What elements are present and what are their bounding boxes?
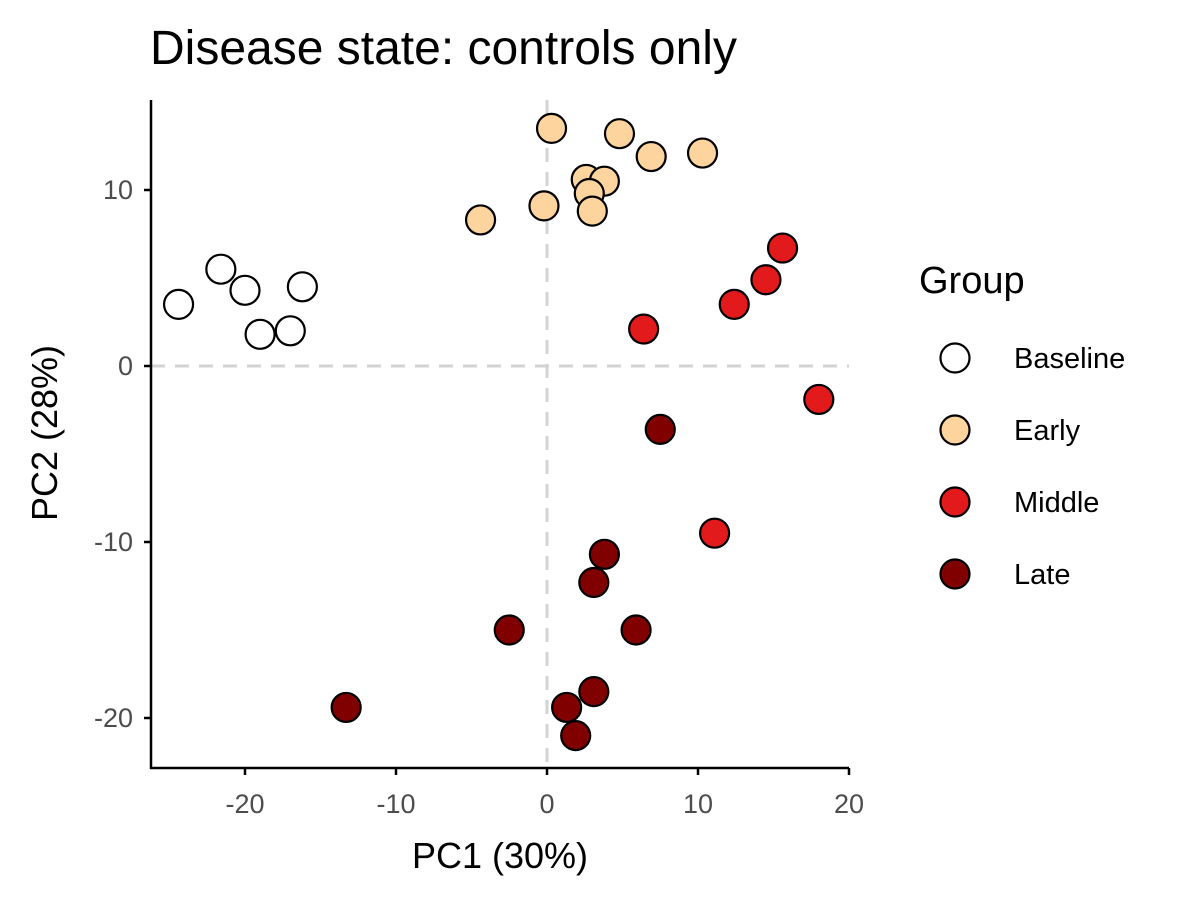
point-middle xyxy=(750,264,782,296)
legend: Baseline Early Middle Late xyxy=(939,342,1125,591)
point-late xyxy=(644,413,676,445)
point-late xyxy=(330,691,362,724)
x-tick-label: -10 xyxy=(376,789,415,819)
point-baseline xyxy=(229,274,261,306)
legend-label-baseline: Baseline xyxy=(1014,343,1125,375)
point-middle xyxy=(803,383,835,416)
legend-key-late xyxy=(939,558,971,590)
point-late xyxy=(578,675,610,708)
y-tick-label: 0 xyxy=(118,351,133,381)
legend-key-baseline xyxy=(939,342,971,374)
point-early xyxy=(576,195,608,227)
x-tick-label: 20 xyxy=(834,789,864,819)
point-early xyxy=(528,190,560,222)
point-early xyxy=(686,137,719,169)
axes: -20 -10 0 10 20 -20 -10 0 10 xyxy=(94,100,864,819)
legend-key-middle xyxy=(939,486,971,518)
point-late xyxy=(578,566,610,599)
point-early xyxy=(603,118,636,150)
x-tick-label: -20 xyxy=(225,789,264,819)
y-axis-title: PC2 (28%) xyxy=(24,345,65,521)
legend-label-late: Late xyxy=(1014,559,1070,591)
x-tick-label: 10 xyxy=(683,789,713,819)
point-early xyxy=(535,112,568,144)
point-baseline xyxy=(162,288,195,320)
point-middle xyxy=(766,232,799,264)
point-late xyxy=(560,719,592,752)
plot-area xyxy=(151,100,849,768)
point-baseline xyxy=(286,271,318,303)
y-tick-label: 10 xyxy=(103,175,133,205)
point-late xyxy=(493,614,525,646)
x-tick-label: 0 xyxy=(539,789,554,819)
x-axis-title: PC1 (30%) xyxy=(412,835,588,876)
legend-label-early: Early xyxy=(1014,415,1081,447)
point-middle xyxy=(628,313,660,345)
point-baseline xyxy=(205,253,237,285)
legend-title: Group xyxy=(919,260,1025,302)
legend-label-middle: Middle xyxy=(1014,487,1099,519)
point-middle xyxy=(718,288,750,320)
y-tick-label: -10 xyxy=(94,527,133,557)
point-baseline xyxy=(244,318,276,350)
point-late xyxy=(588,538,620,570)
point-late xyxy=(551,691,583,724)
point-baseline xyxy=(274,315,306,347)
legend-key-early xyxy=(939,414,971,446)
point-early xyxy=(464,204,497,236)
y-tick-label: -20 xyxy=(94,703,133,733)
chart-title: Disease state: controls only xyxy=(150,22,737,75)
point-middle xyxy=(699,517,731,549)
point-late xyxy=(620,614,652,646)
point-early xyxy=(635,140,667,173)
